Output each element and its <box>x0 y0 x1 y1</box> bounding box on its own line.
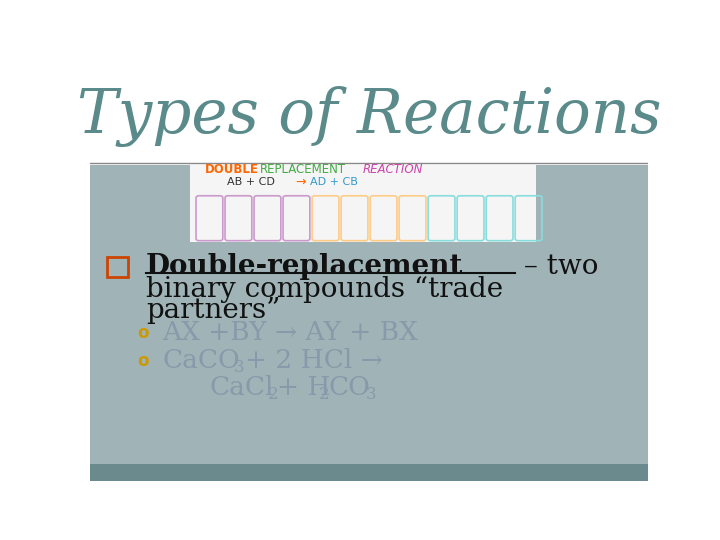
FancyBboxPatch shape <box>90 65 648 165</box>
FancyBboxPatch shape <box>90 464 648 481</box>
Text: REPLACEMENT: REPLACEMENT <box>260 163 346 176</box>
Text: AD + CB: AD + CB <box>310 177 359 187</box>
Text: 2: 2 <box>267 386 278 403</box>
Text: →: → <box>295 176 306 188</box>
FancyBboxPatch shape <box>90 165 648 464</box>
Text: 3: 3 <box>366 386 377 403</box>
Text: Types of Reactions: Types of Reactions <box>77 86 661 147</box>
Text: – two: – two <box>516 253 598 280</box>
Text: + 2 HCl →: + 2 HCl → <box>245 348 383 373</box>
Text: CO: CO <box>329 375 371 400</box>
FancyBboxPatch shape <box>190 165 536 241</box>
Text: o: o <box>138 352 149 370</box>
Text: AB + CD: AB + CD <box>227 177 274 187</box>
Text: CaCO: CaCO <box>163 348 240 373</box>
Text: o: o <box>138 324 149 342</box>
Text: DOUBLE: DOUBLE <box>204 163 258 176</box>
Text: 2: 2 <box>319 386 330 403</box>
Text: Double-replacement: Double-replacement <box>145 253 463 280</box>
Text: 3: 3 <box>233 359 244 376</box>
Text: REACTION: REACTION <box>362 163 423 176</box>
Text: partners”: partners” <box>145 298 280 325</box>
Text: AX +BY → AY + BX: AX +BY → AY + BX <box>163 321 418 346</box>
Text: binary compounds “trade: binary compounds “trade <box>145 276 503 303</box>
Text: + H: + H <box>277 375 330 400</box>
Text: CaCl: CaCl <box>210 375 274 400</box>
